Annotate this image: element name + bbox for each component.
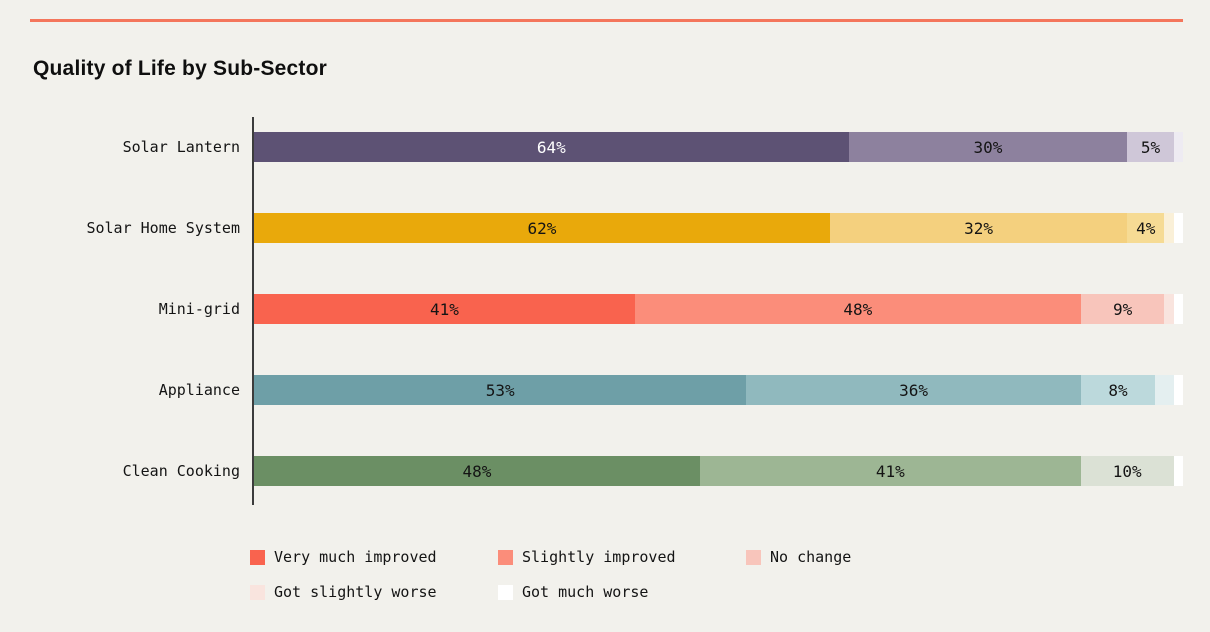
category-label: Solar Home System [86,219,240,237]
bar-segment [1155,375,1174,405]
legend-item: Very much improved [250,546,498,568]
legend-item: No change [746,546,994,568]
bar-segment [1173,213,1183,243]
legend-item-label: Very much improved [274,548,437,566]
segment-value-label: 48% [462,461,492,481]
segment-value-label: 32% [964,218,994,238]
category-label: Solar Lantern [122,138,240,156]
y-axis-line [252,117,254,505]
chart-title: Quality of Life by Sub-Sector [33,57,327,80]
bar-segment [1173,456,1183,486]
category-label: Clean Cooking [122,462,240,480]
segment-value-label: 10% [1112,461,1142,481]
bar-segment: 8% [1080,375,1156,405]
bar-track: 62% 32% 4% [254,213,1183,243]
segment-value-label: 53% [485,380,515,400]
segment-value-label: 36% [899,380,929,400]
bar-segment [1173,294,1183,324]
bar-row: Solar Lantern 64% 30% 5% [30,132,1183,162]
bar-segment: 9% [1080,294,1165,324]
category-label: Mini-grid [158,300,240,318]
bar-segment: 4% [1127,213,1165,243]
bar-track: 64% 30% 5% [254,132,1183,162]
bar-track: 48% 41% 10% [254,456,1183,486]
bar-segment: 41% [699,456,1081,486]
legend-item-label: Slightly improved [522,548,676,566]
bar-row: Mini-grid 41% 48% 9% [30,294,1183,324]
bar-segment: 36% [746,375,1081,405]
legend: Very much improved Slightly improved No ch… [250,546,1150,603]
category-label: Appliance [158,381,240,399]
bar-track: 53% 36% 8% [254,375,1183,405]
bar-segment: 62% [254,213,830,243]
segment-value-label: 41% [875,461,905,481]
bar-segment [1173,132,1183,162]
legend-item: Got much worse [498,581,746,603]
segment-value-label: 9% [1112,299,1133,319]
bar-row: Appliance 53% 36% 8% [30,375,1183,405]
bar-segment [1164,213,1174,243]
bar-segment: 10% [1080,456,1174,486]
legend-swatch [498,549,513,565]
segment-value-label: 62% [527,218,557,238]
bar-segment: 5% [1127,132,1174,162]
bar-segment: 30% [848,132,1128,162]
legend-swatch [498,584,513,600]
legend-swatch [250,584,265,600]
bar-segment: 48% [634,294,1081,324]
bar-segment [1173,375,1183,405]
legend-item-label: Got slightly worse [274,583,437,601]
bar-segment: 41% [254,294,635,324]
legend-item-label: No change [770,548,852,566]
accent-top-rule [30,19,1183,22]
legend-item: Slightly improved [498,546,746,568]
legend-item: Got slightly worse [250,581,498,603]
legend-swatch [746,549,761,565]
bar-track: 41% 48% 9% [254,294,1183,324]
segment-value-label: 4% [1136,218,1156,238]
plot-area: Solar Lantern 64% 30% 5% Solar Home System 62… [30,117,1183,505]
bar-row: Solar Home System 62% 32% 4% [30,213,1183,243]
segment-value-label: 64% [536,137,566,157]
bar-segment: 64% [254,132,849,162]
segment-value-label: 30% [973,137,1003,157]
bar-segment [1164,294,1174,324]
bar-segment: 32% [829,213,1128,243]
segment-value-label: 41% [429,299,459,319]
bar-row: Clean Cooking 48% 41% 10% [30,456,1183,486]
legend-swatch [250,549,265,565]
bar-segment: 48% [254,456,700,486]
bar-segment: 53% [254,375,747,405]
legend-item-label: Got much worse [522,583,649,601]
segment-value-label: 5% [1140,137,1161,157]
segment-value-label: 48% [843,299,873,319]
segment-value-label: 8% [1108,380,1128,400]
